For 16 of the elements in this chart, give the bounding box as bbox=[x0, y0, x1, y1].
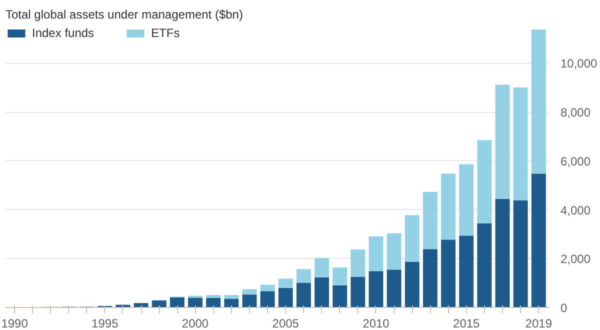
y-tick-label: 6,000 bbox=[560, 154, 591, 168]
y-tick-label: 10,000 bbox=[560, 56, 598, 71]
chart-title: Total global assets under management ($bn) bbox=[6, 8, 243, 22]
x-tick-label: 2000 bbox=[182, 316, 209, 330]
x-tick-label: 2005 bbox=[272, 316, 300, 330]
x-tick-label: 2019 bbox=[525, 316, 552, 330]
legend-label: ETFs bbox=[151, 26, 180, 40]
x-tick-label: 1995 bbox=[92, 316, 119, 330]
legend-label: Index funds bbox=[32, 26, 94, 40]
x-tick-label: 1990 bbox=[1, 316, 28, 330]
y-tick-label: 4,000 bbox=[560, 203, 591, 218]
y-tick-label: 8,000 bbox=[560, 106, 591, 120]
x-tick-label: 2010 bbox=[362, 316, 390, 330]
y-tick-label: 2,000 bbox=[560, 252, 591, 266]
y-tick-label: 0 bbox=[560, 301, 568, 315]
x-tick-label: 2015 bbox=[453, 316, 480, 330]
